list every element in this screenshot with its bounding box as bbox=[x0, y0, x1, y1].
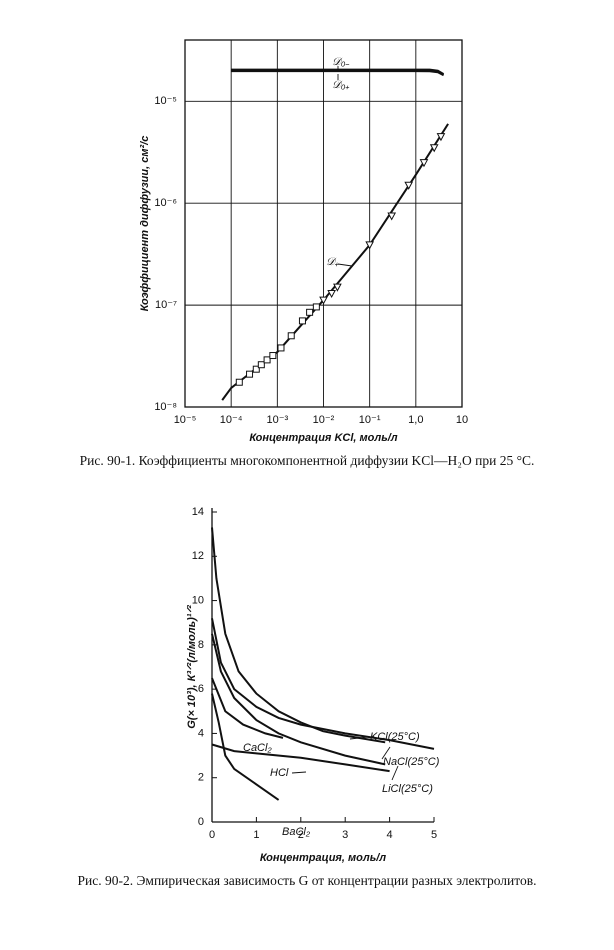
series-line bbox=[211, 618, 435, 750]
data-point-square bbox=[277, 344, 285, 352]
caption: Рис. 90-2. Эмпирическая зависимость G от… bbox=[78, 873, 537, 888]
series-line bbox=[211, 633, 386, 766]
y-tick-label: 14 bbox=[192, 506, 204, 518]
data-point-square bbox=[312, 303, 320, 311]
label-arrow bbox=[337, 263, 353, 267]
series-line bbox=[211, 527, 386, 744]
y-tick-label: 4 bbox=[198, 727, 204, 739]
label-arrow bbox=[381, 746, 391, 760]
x-axis-label: Концентрация, моль/л bbox=[260, 852, 386, 864]
series-label: HCl bbox=[270, 767, 289, 779]
series-label: LiCl(25°C) bbox=[382, 783, 433, 795]
x-tick-label: 10⁻⁵ bbox=[174, 414, 197, 426]
x-tick-label: 10⁻⁴ bbox=[220, 414, 243, 426]
data-point-square bbox=[246, 370, 254, 378]
x-tick-label: 1,0 bbox=[408, 414, 423, 426]
y-tick-label: 10⁻⁶ bbox=[154, 197, 177, 209]
data-point-square bbox=[306, 308, 314, 316]
data-point-triangle bbox=[333, 283, 342, 292]
x-tick-label: 1 bbox=[253, 829, 259, 841]
data-point-square bbox=[235, 378, 243, 386]
series-line bbox=[211, 677, 284, 739]
label-arrow bbox=[391, 765, 399, 781]
data-point-square bbox=[252, 365, 260, 373]
series-label: NaCl(25°C) bbox=[383, 756, 440, 768]
label-arrow bbox=[291, 771, 307, 774]
series-line bbox=[211, 693, 280, 801]
data-point-triangle bbox=[327, 290, 336, 299]
data-point-square bbox=[269, 352, 277, 360]
series-label: CaCl₂ bbox=[243, 742, 272, 754]
data-point-square bbox=[257, 361, 265, 369]
series-label: 𝒟₀₊ bbox=[332, 79, 349, 91]
y-tick-label: 10⁻⁸ bbox=[154, 401, 177, 413]
x-tick-label: 3 bbox=[342, 829, 348, 841]
series-label: BaCl₂ bbox=[282, 826, 311, 838]
caption: Рис. 90-1. Коэффициенты многокомпонентно… bbox=[80, 453, 535, 468]
data-point-triangle bbox=[419, 159, 429, 168]
data-point-triangle bbox=[429, 144, 439, 153]
series-line bbox=[231, 68, 445, 75]
x-tick-label: 5 bbox=[431, 829, 437, 841]
data-point-triangle bbox=[404, 181, 414, 190]
series-label: 𝒟₊ bbox=[326, 256, 339, 268]
y-axis-label: Коэффициент диффузии, см²/с bbox=[139, 136, 151, 312]
data-point-triangle bbox=[319, 296, 328, 305]
series-label: 𝒟₀₋ bbox=[332, 56, 349, 68]
x-tick-label: 10⁻² bbox=[313, 414, 335, 426]
x-tick-label: 0 bbox=[209, 829, 215, 841]
y-tick-label: 10⁻⁵ bbox=[154, 95, 177, 107]
y-tick-label: 10 bbox=[192, 594, 204, 606]
data-point-square bbox=[263, 356, 271, 364]
series-line bbox=[211, 743, 390, 773]
data-point-triangle bbox=[365, 241, 375, 250]
series-line bbox=[231, 70, 445, 77]
y-tick-label: 12 bbox=[192, 550, 204, 562]
y-tick-label: 2 bbox=[198, 772, 204, 784]
x-tick-label: 4 bbox=[387, 829, 393, 841]
x-tick-label: 10⁻³ bbox=[266, 414, 288, 426]
y-tick-label: 8 bbox=[198, 639, 204, 651]
x-axis-label: Концентрация KCl, моль/л bbox=[249, 432, 397, 444]
data-point-square bbox=[287, 332, 295, 340]
data-point-square bbox=[298, 317, 306, 325]
y-tick-label: 0 bbox=[198, 816, 204, 828]
x-tick-label: 10 bbox=[456, 414, 468, 426]
x-tick-label: 10⁻¹ bbox=[359, 414, 381, 426]
data-point-triangle bbox=[387, 212, 397, 221]
x-tick-label: 2 bbox=[298, 829, 304, 841]
y-axis-label: G(× 10³), К³ᐟ²(л/моль)¹ᐟ² bbox=[186, 605, 198, 729]
y-tick-label: 6 bbox=[198, 683, 204, 695]
data-point-triangle bbox=[436, 133, 446, 142]
y-tick-label: 10⁻⁷ bbox=[155, 299, 177, 311]
